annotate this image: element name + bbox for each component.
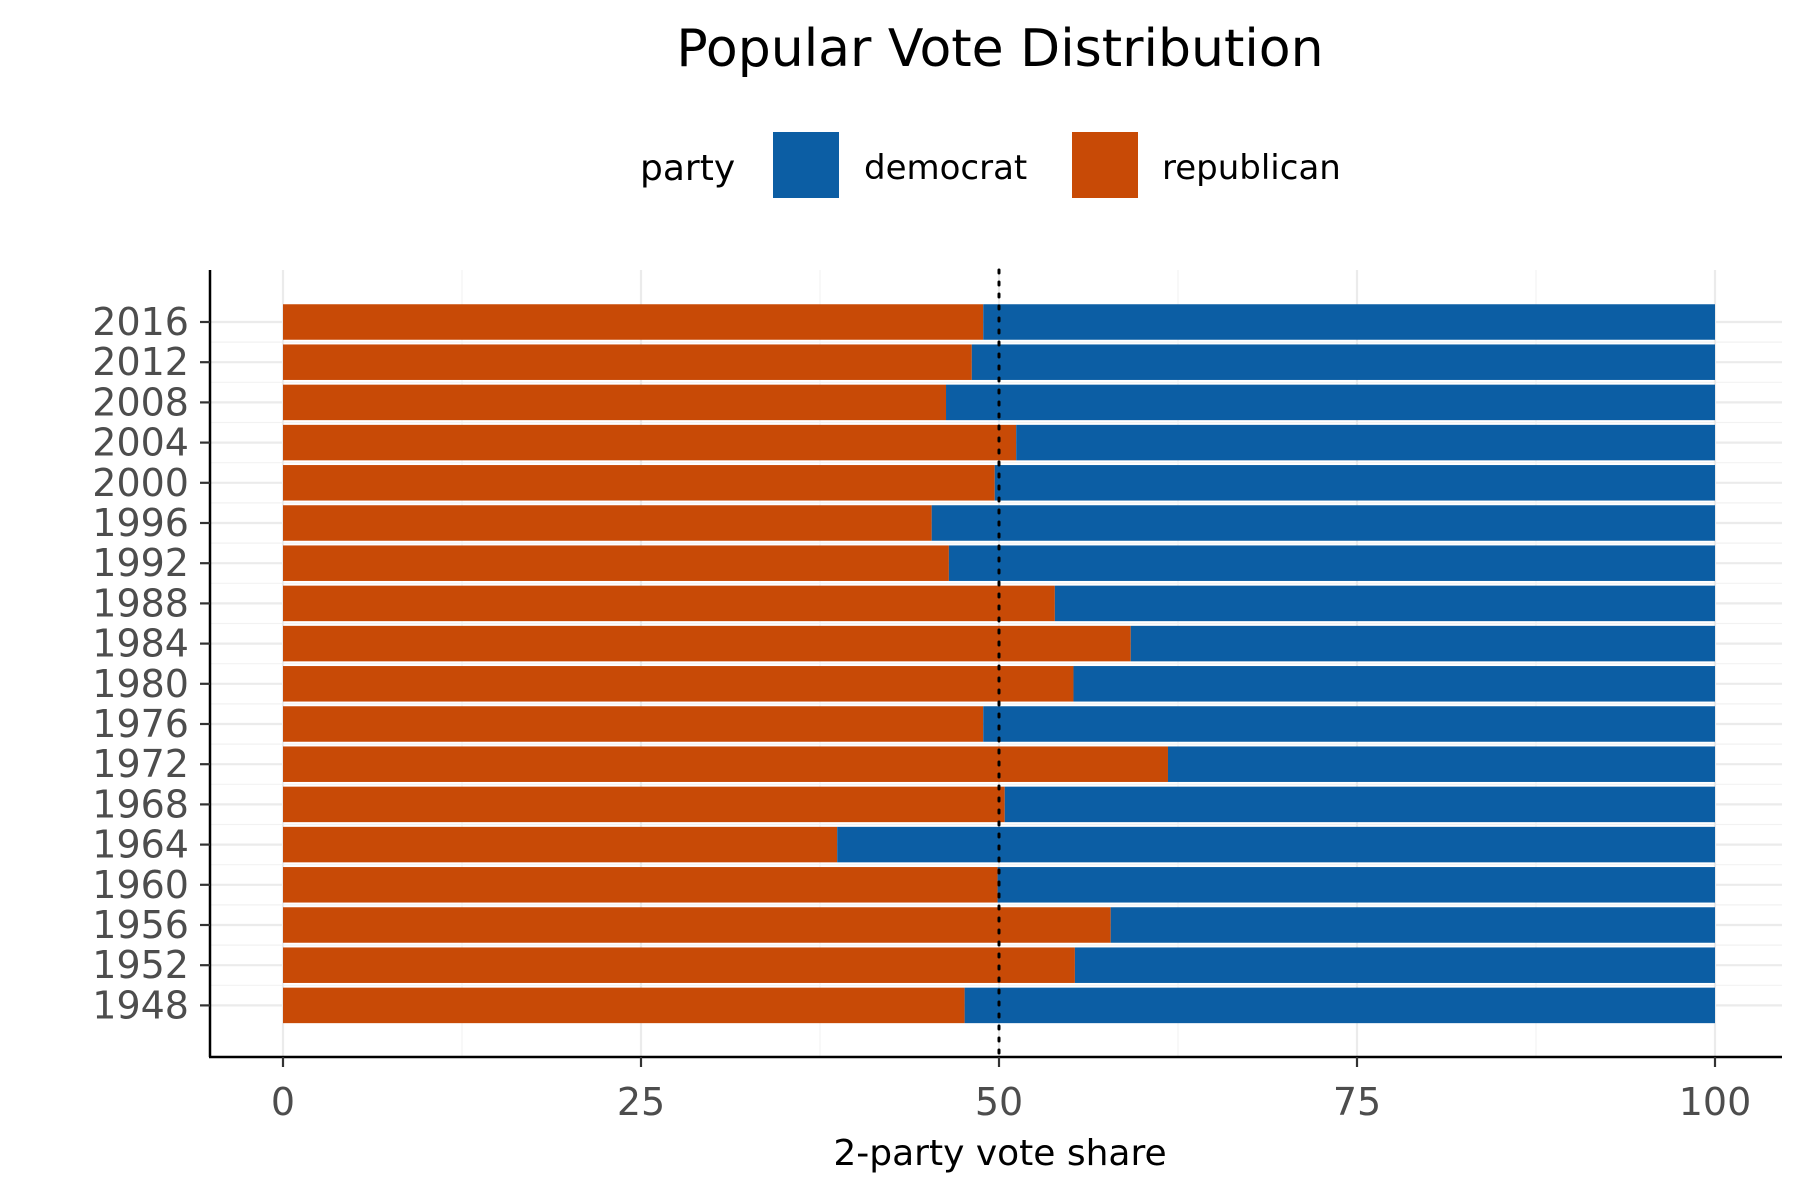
y-tick-label: 2000 — [92, 461, 189, 505]
bar-republican-2008 — [283, 384, 947, 421]
bar-democrat-2008 — [946, 384, 1715, 421]
y-tick-label: 2012 — [92, 340, 189, 384]
y-tick-label: 1980 — [92, 662, 189, 706]
bar-republican-2000 — [283, 465, 995, 501]
bar-democrat-1992 — [948, 545, 1715, 581]
bar-republican-2004 — [283, 424, 1017, 461]
y-tick-label: 1968 — [92, 782, 189, 826]
y-tick-label: 1976 — [92, 702, 189, 746]
legend-swatch-democrat — [773, 132, 839, 198]
bar-republican-1964 — [283, 826, 838, 863]
x-tick-label: 50 — [975, 1080, 1023, 1124]
bar-democrat-1976 — [983, 706, 1715, 742]
bar-republican-2016 — [283, 304, 984, 340]
bar-democrat-1972 — [1167, 746, 1715, 782]
bar-republican-1948 — [283, 987, 965, 1024]
y-tick-label: 1992 — [92, 541, 189, 585]
y-tick-label: 1996 — [92, 501, 189, 545]
bar-republican-1976 — [283, 706, 984, 742]
y-tick-label: 1948 — [92, 983, 189, 1027]
bar-republican-1988 — [283, 585, 1055, 622]
bar-democrat-1952 — [1074, 947, 1715, 983]
bar-democrat-1948 — [964, 987, 1715, 1024]
bar-republican-1980 — [283, 666, 1074, 702]
x-axis-ticks: 0 25 50 75 100 — [271, 1057, 1751, 1124]
bars — [283, 304, 1715, 1024]
bar-democrat-2004 — [1016, 424, 1715, 461]
bar-republican-1972 — [283, 746, 1168, 782]
y-tick-label: 1960 — [92, 863, 189, 907]
x-tick-label: 25 — [617, 1080, 665, 1124]
legend-title: party — [640, 148, 735, 189]
y-tick-label: 1964 — [92, 823, 189, 867]
legend: party democrat republican — [640, 132, 1341, 198]
y-tick-label: 1972 — [92, 742, 189, 786]
y-tick-label: 2004 — [92, 421, 189, 465]
bar-republican-1952 — [283, 947, 1075, 983]
bar-republican-1992 — [283, 545, 949, 581]
bar-democrat-1956 — [1110, 907, 1715, 943]
y-tick-label: 1984 — [92, 622, 189, 666]
legend-label-democrat: democrat — [864, 148, 1027, 188]
legend-swatch-republican — [1072, 132, 1138, 198]
bar-democrat-1988 — [1054, 585, 1715, 622]
bar-republican-1960 — [283, 867, 998, 903]
bar-democrat-1968 — [1004, 786, 1715, 823]
bar-republican-2012 — [283, 344, 972, 380]
x-tick-label: 100 — [1679, 1080, 1752, 1124]
bar-democrat-2016 — [983, 304, 1715, 340]
bar-republican-1996 — [283, 505, 932, 541]
x-axis-title: 2-party vote share — [833, 1133, 1166, 1174]
bar-democrat-1960 — [997, 867, 1715, 903]
y-tick-label: 1956 — [92, 903, 189, 947]
bar-republican-1968 — [283, 786, 1005, 823]
bar-democrat-2000 — [994, 465, 1715, 501]
y-tick-label: 1952 — [92, 943, 189, 987]
y-tick-label: 2016 — [92, 300, 189, 344]
bar-democrat-1964 — [837, 826, 1715, 863]
x-tick-label: 0 — [271, 1080, 295, 1124]
bar-republican-1956 — [283, 907, 1111, 943]
y-axis-ticks: 1948195219561960196419681972197619801984… — [92, 300, 210, 1027]
y-tick-label: 1988 — [92, 581, 189, 625]
x-tick-label: 75 — [1333, 1080, 1381, 1124]
bar-republican-1984 — [283, 625, 1131, 662]
chart-title: Popular Vote Distribution — [676, 19, 1323, 79]
y-tick-label: 2008 — [92, 380, 189, 424]
bar-democrat-1984 — [1130, 625, 1715, 662]
bar-democrat-1980 — [1073, 666, 1715, 702]
bar-democrat-2012 — [971, 344, 1715, 380]
legend-label-republican: republican — [1162, 148, 1341, 188]
bar-democrat-1996 — [931, 505, 1715, 541]
